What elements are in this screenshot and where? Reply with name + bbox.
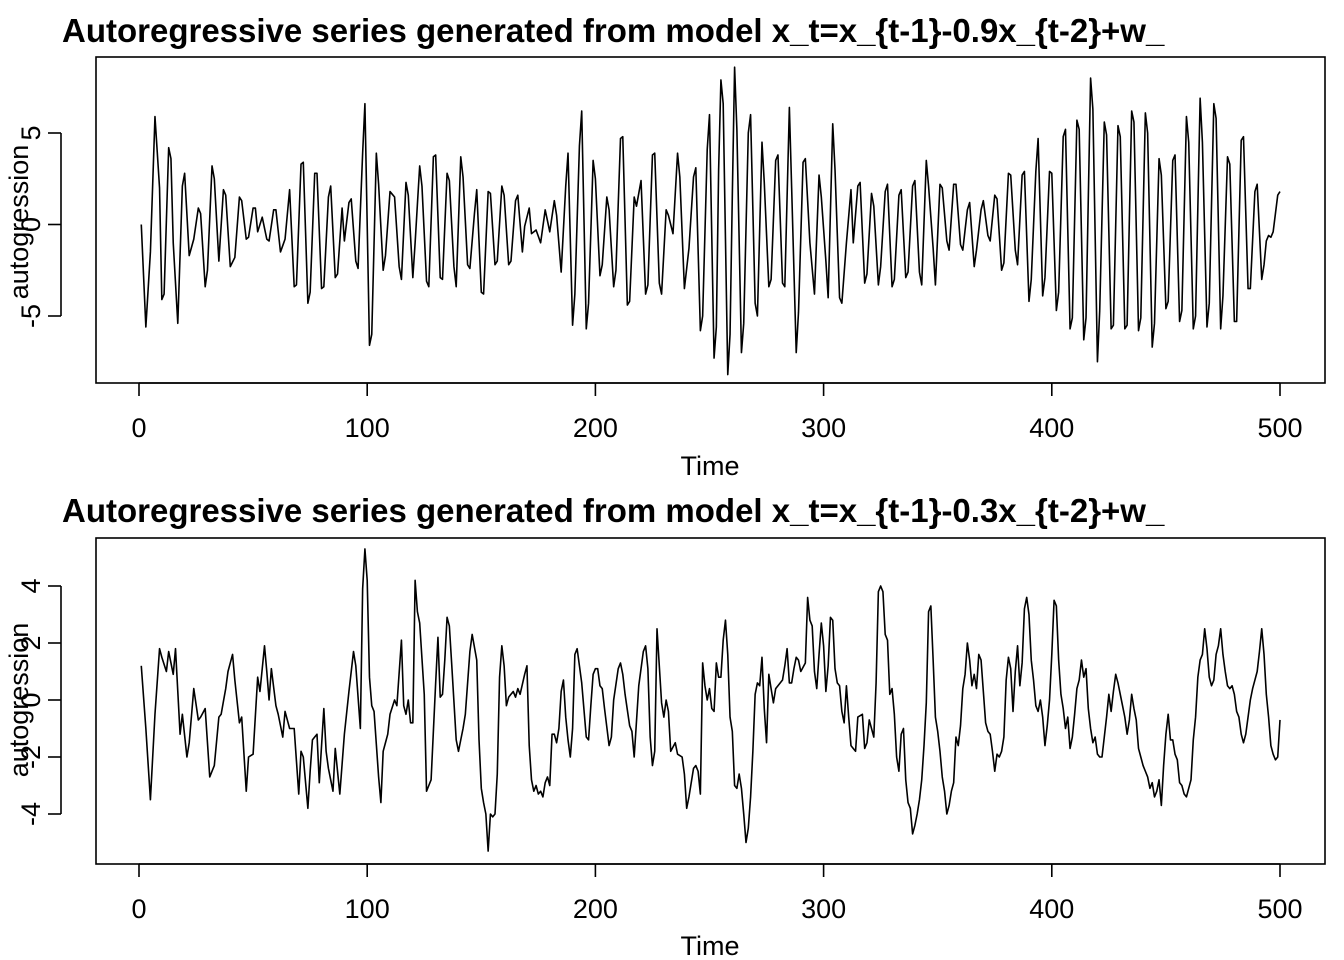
x-tick-label-ar09-400: 400 bbox=[1029, 413, 1074, 443]
plot-frame-ar09 bbox=[95, 56, 1326, 384]
x-tick-label-ar03-500: 500 bbox=[1257, 894, 1302, 924]
series-line-ar03 bbox=[140, 548, 1281, 852]
y-axis-label-ar03: autogression bbox=[4, 623, 34, 778]
y-tick-label-ar09-5: 5 bbox=[16, 125, 46, 140]
x-axis-label-ar03: Time bbox=[681, 931, 740, 960]
x-tick-label-ar03-0: 0 bbox=[131, 894, 146, 924]
x-tick-label-ar09-200: 200 bbox=[573, 413, 618, 443]
y-axis-label-ar09: autogression bbox=[4, 145, 34, 300]
series-line-ar09 bbox=[140, 66, 1281, 376]
x-tick-label-ar09-500: 500 bbox=[1257, 413, 1302, 443]
y-tick-label-ar03-4: 4 bbox=[16, 578, 46, 593]
y-ticks-ar03: -4 -2 0 2 4 bbox=[16, 578, 61, 826]
x-tick-label-ar09-100: 100 bbox=[345, 413, 390, 443]
y-tick-label-ar03-0: 0 bbox=[16, 692, 46, 707]
y-tick-label-ar09-0: 0 bbox=[16, 217, 46, 232]
chart-title-ar03: Autoregressive series generated from mod… bbox=[62, 492, 1165, 529]
y-tick-label-ar03-2: 2 bbox=[16, 635, 46, 650]
x-tick-label-ar03-200: 200 bbox=[573, 894, 618, 924]
x-tick-label-ar03-100: 100 bbox=[345, 894, 390, 924]
x-tick-label-ar03-400: 400 bbox=[1029, 894, 1074, 924]
x-axis-label-ar09: Time bbox=[681, 451, 740, 481]
x-tick-label-ar09-300: 300 bbox=[801, 413, 846, 443]
chart-title-ar09: Autoregressive series generated from mod… bbox=[62, 12, 1165, 49]
y-tick-label-ar03--4: -4 bbox=[16, 802, 46, 826]
x-ticks-ar03: 0 100 200 300 400 500 bbox=[131, 864, 1303, 924]
y-ticks-ar09: -5 0 5 bbox=[16, 125, 61, 328]
x-tick-label-ar09-0: 0 bbox=[131, 413, 146, 443]
x-ticks-ar09: 0 100 200 300 400 500 bbox=[131, 383, 1303, 443]
y-tick-label-ar03--2: -2 bbox=[16, 745, 46, 769]
x-tick-label-ar03-300: 300 bbox=[801, 894, 846, 924]
chart-panel-ar03: Autoregressive series generated from mod… bbox=[4, 492, 1326, 960]
chart-panel-ar09: Autoregressive series generated from mod… bbox=[4, 12, 1326, 481]
y-tick-label-ar09--5: -5 bbox=[16, 304, 46, 328]
